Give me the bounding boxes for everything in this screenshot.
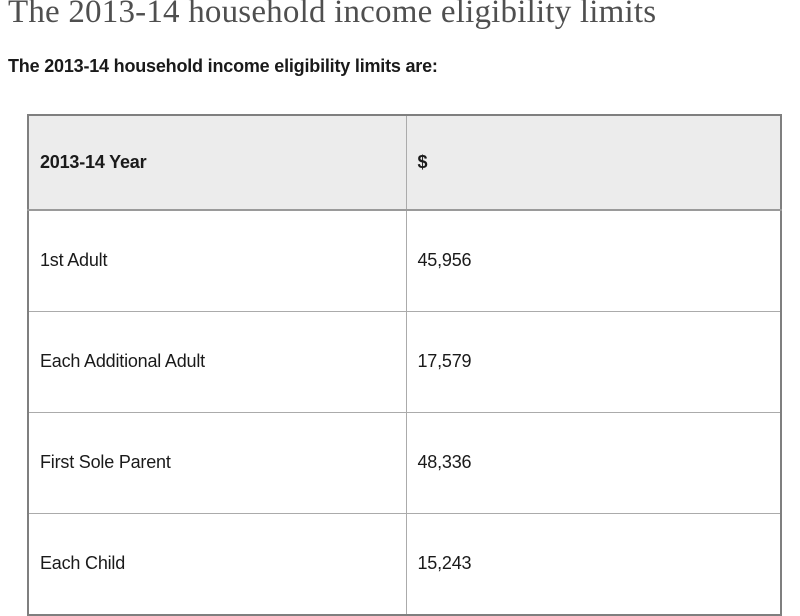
row-amount: 15,243 <box>405 512 782 616</box>
row-label: 1st Adult <box>27 209 407 312</box>
row-amount: 17,579 <box>405 310 782 413</box>
eligibility-table: 2013-14 Year $ 1st Adult 45,956 Each Add… <box>27 113 782 616</box>
intro-text: The 2013-14 household income eligibility… <box>8 55 438 76</box>
row-amount: 48,336 <box>405 411 782 514</box>
table-row: Each Additional Adult 17,579 <box>27 310 782 413</box>
table-row: 1st Adult 45,956 <box>27 209 782 312</box>
row-label: Each Child <box>27 512 407 616</box>
page-title: The 2013-14 household income eligibility… <box>8 0 657 30</box>
column-header-dollar: $ <box>405 114 782 211</box>
column-header-year: 2013-14 Year <box>27 114 407 211</box>
table-header-row: 2013-14 Year $ <box>27 114 782 211</box>
row-amount: 45,956 <box>405 209 782 312</box>
row-label: Each Additional Adult <box>27 310 407 413</box>
table-row: First Sole Parent 48,336 <box>27 411 782 514</box>
table-row: Each Child 15,243 <box>27 512 782 616</box>
row-label: First Sole Parent <box>27 411 407 514</box>
